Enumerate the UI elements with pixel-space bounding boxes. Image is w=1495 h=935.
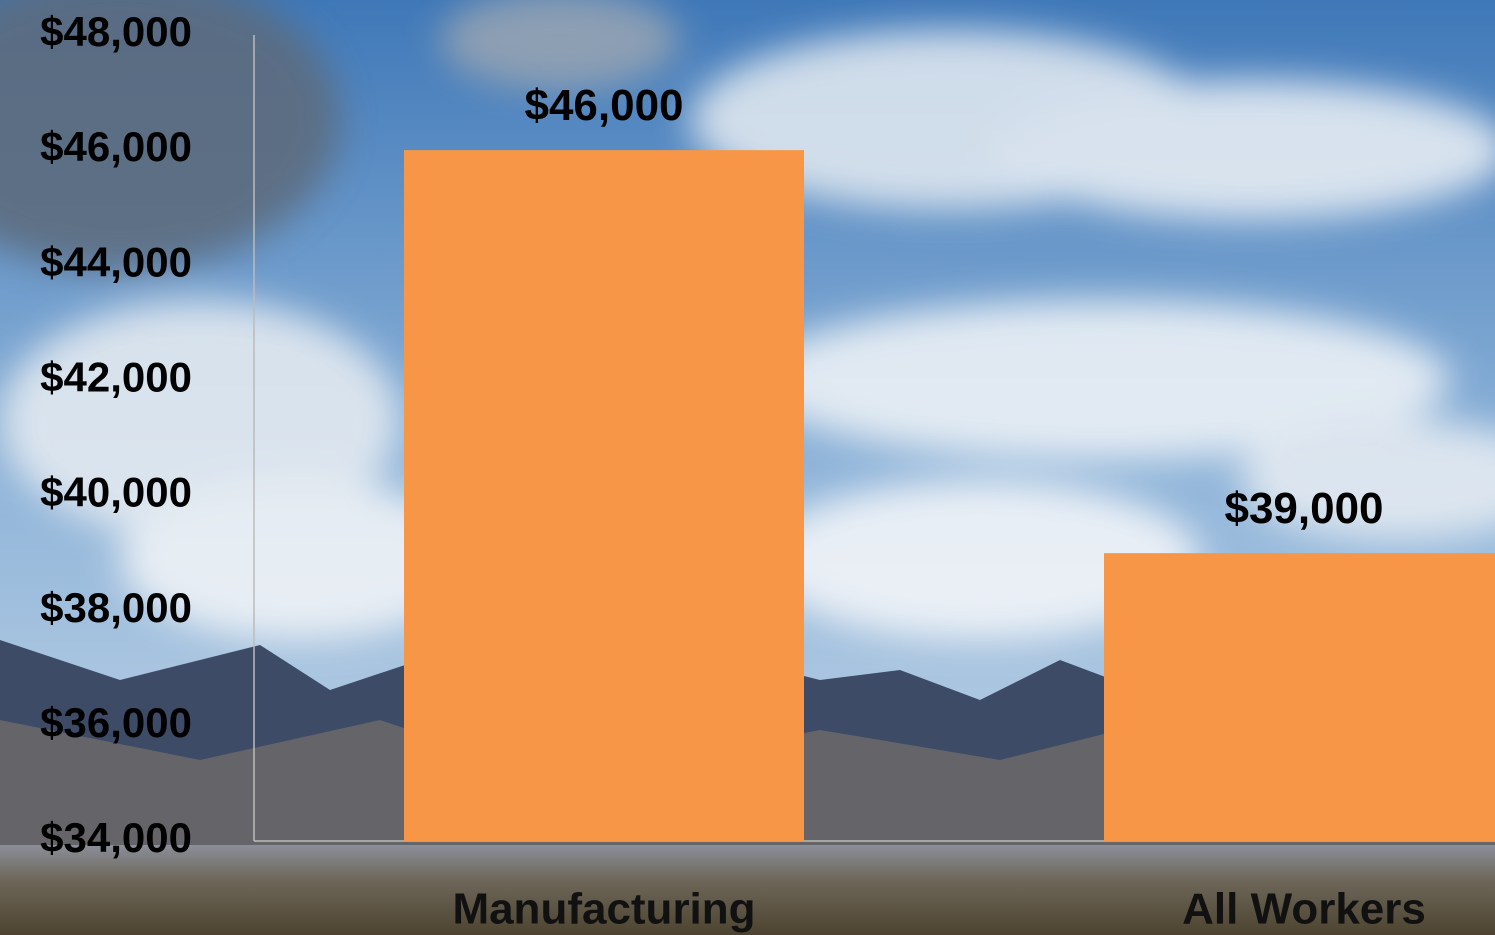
- y-tick-label: $34,000: [40, 814, 192, 861]
- x-tick-label: Manufacturing: [452, 885, 755, 934]
- bar: [404, 150, 804, 842]
- y-tick-label: $38,000: [40, 584, 192, 631]
- y-tick-label: $40,000: [40, 469, 192, 516]
- bar: [1104, 553, 1495, 841]
- y-tick-label: $48,000: [40, 8, 192, 55]
- data-label: $39,000: [1224, 484, 1383, 533]
- y-tick-label: $42,000: [40, 354, 192, 401]
- data-label: $46,000: [524, 81, 683, 130]
- y-tick-label: $36,000: [40, 699, 192, 746]
- y-tick-label: $46,000: [40, 123, 192, 170]
- y-tick-label: $44,000: [40, 238, 192, 285]
- x-tick-label: All Workers: [1182, 885, 1426, 934]
